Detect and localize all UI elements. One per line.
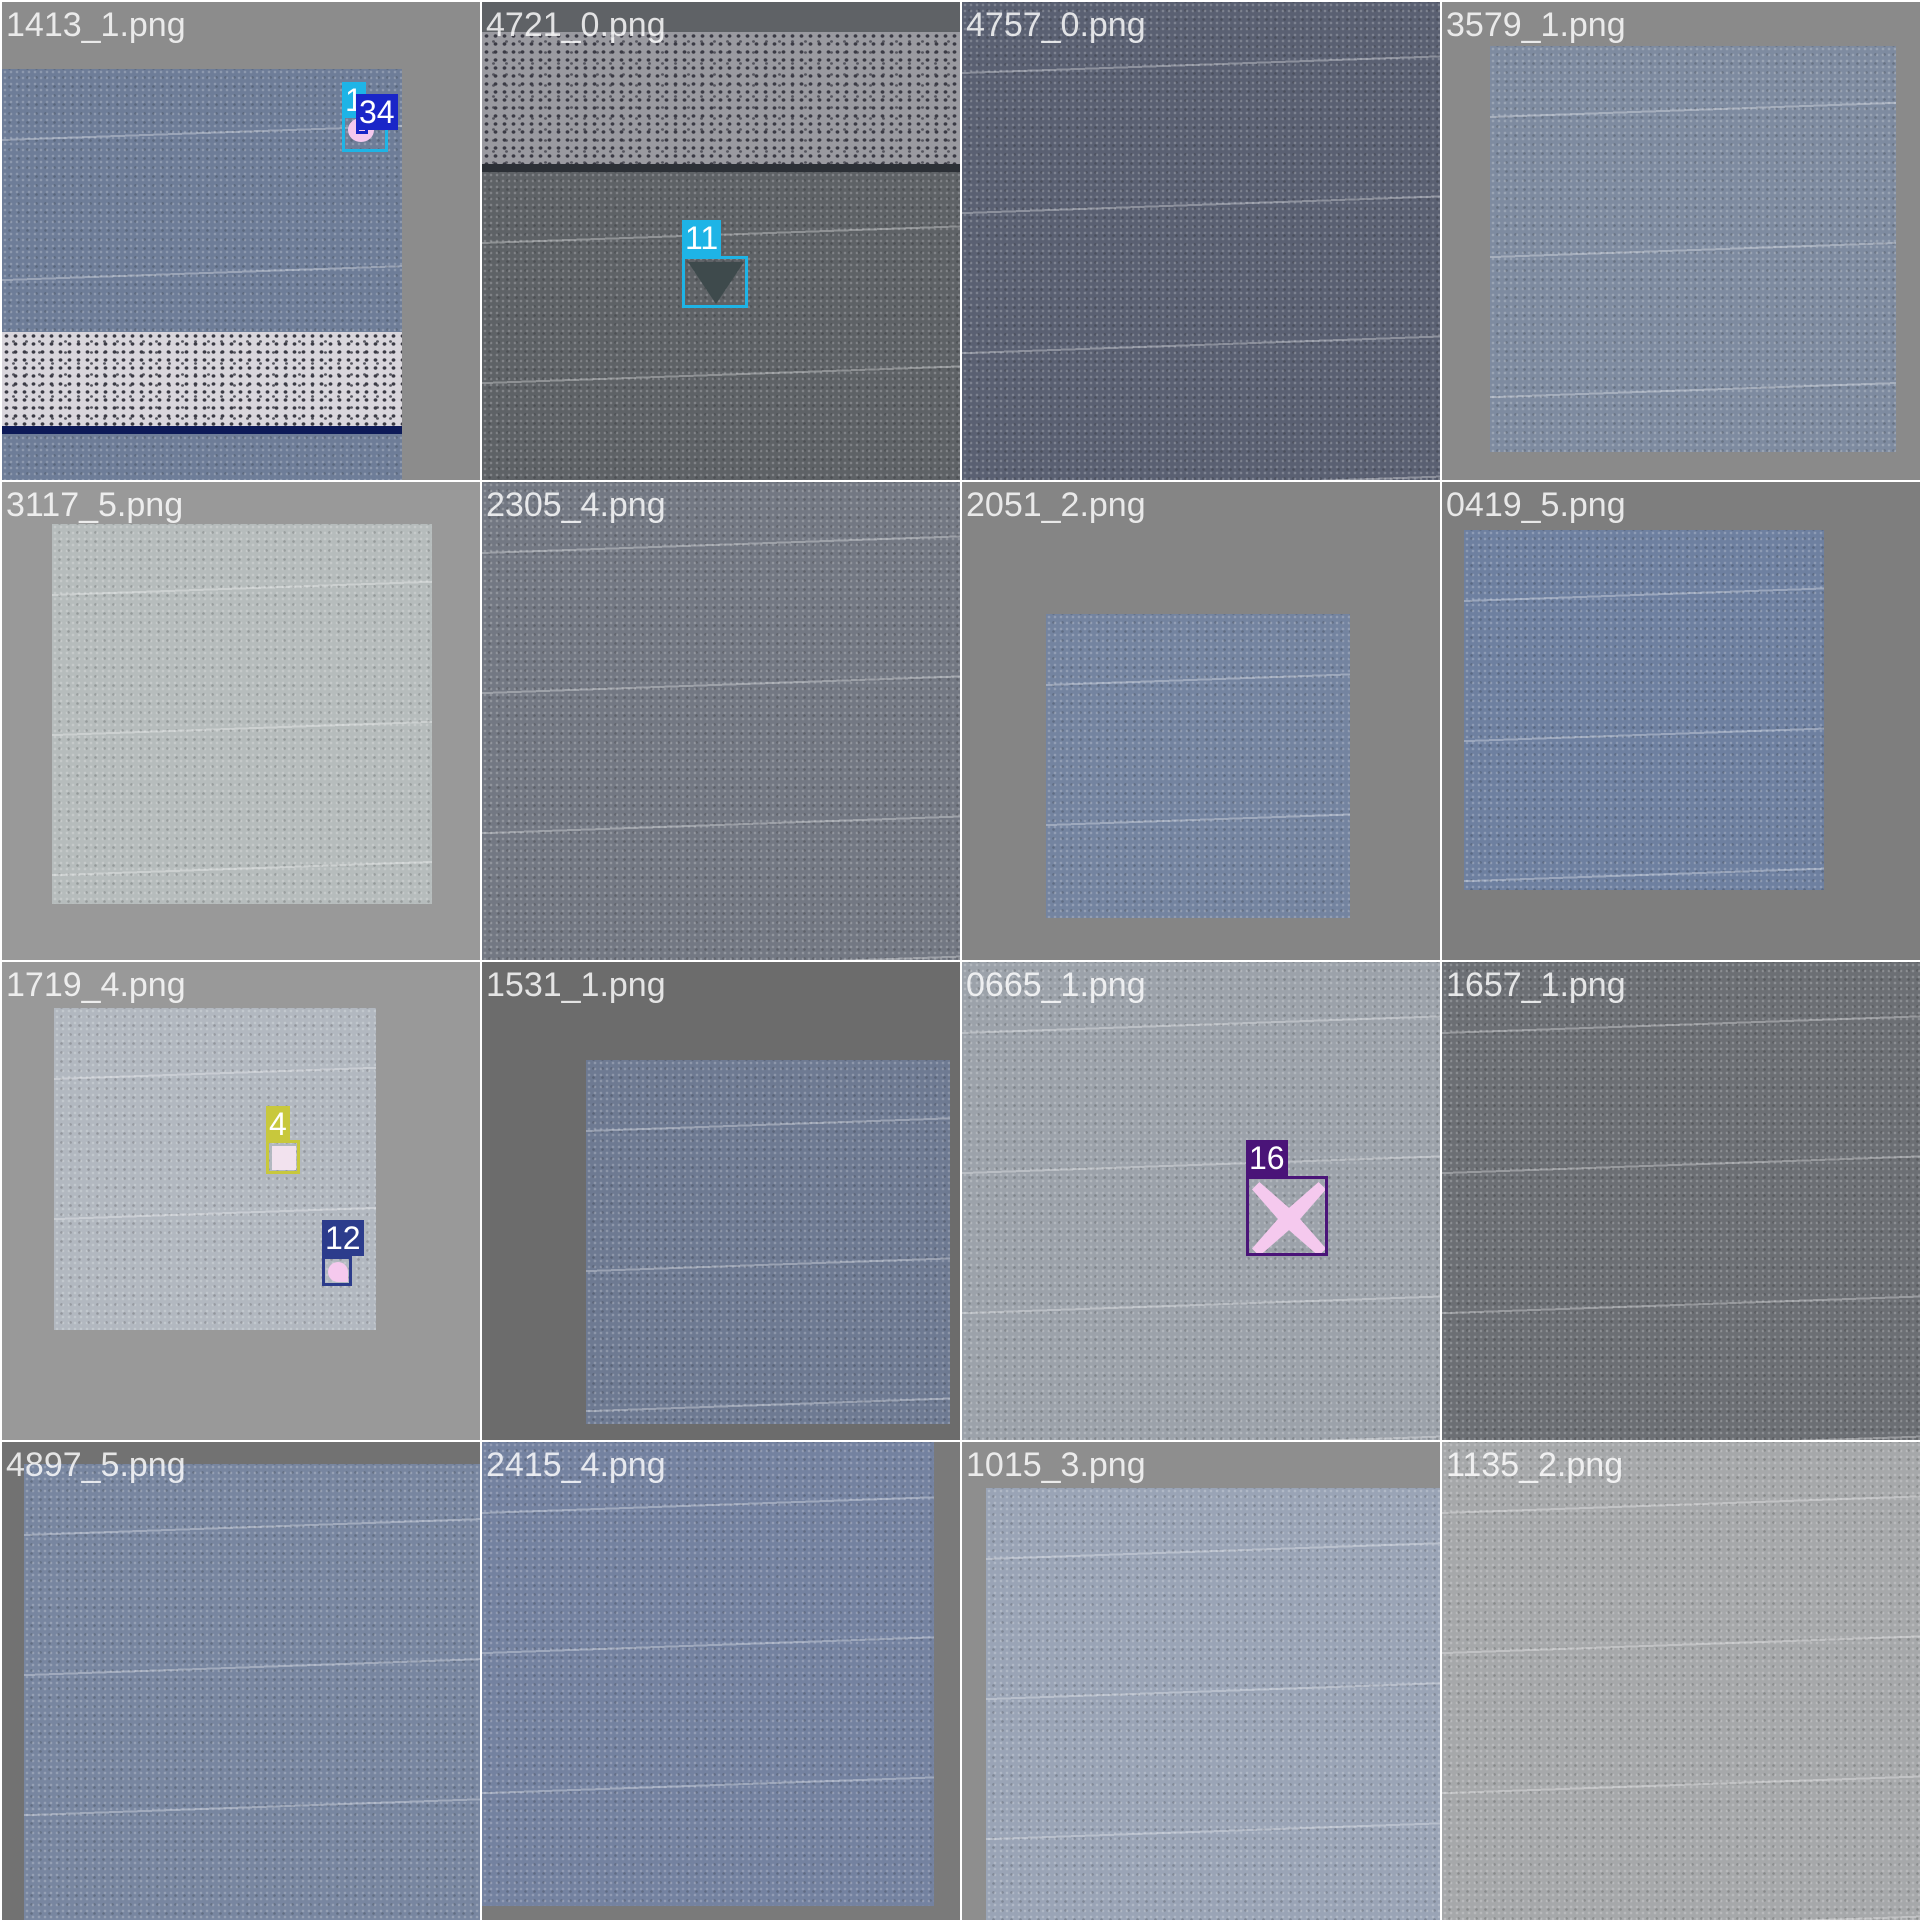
detection-label-12: 12 — [322, 1220, 364, 1256]
tile-photo — [962, 962, 1440, 1440]
tile-filename: 1719_4.png — [6, 966, 186, 1004]
tile-filename: 1531_1.png — [486, 966, 666, 1004]
marking-stripe — [2, 332, 402, 426]
tile-1531-1: 1531_1.png — [482, 962, 960, 1440]
tile-2415-4: 2415_4.png — [482, 1442, 960, 1920]
defect-mark — [272, 1146, 296, 1170]
tile-2051-2: 2051_2.png — [962, 482, 1440, 960]
tile-filename: 4897_5.png — [6, 1446, 186, 1484]
tile-1657-1: 1657_1.png — [1442, 962, 1920, 1440]
tile-filename: 2051_2.png — [966, 486, 1146, 524]
tile-filename: 4721_0.png — [486, 6, 666, 44]
tile-photo — [1442, 1442, 1920, 1920]
tile-filename: 3579_1.png — [1446, 6, 1626, 44]
tile-filename: 3117_5.png — [6, 486, 184, 524]
tile-1015-3: 1015_3.png — [962, 1442, 1440, 1920]
tile-3117-5: 3117_5.png — [2, 482, 480, 960]
tile-photo — [482, 172, 960, 480]
defect-mark — [328, 1262, 348, 1282]
tile-filename: 2415_4.png — [486, 1446, 666, 1484]
tile-filename: 1657_1.png — [1446, 966, 1626, 1004]
tile-photo — [482, 1442, 934, 1906]
tile-filename: 4757_0.png — [966, 6, 1146, 44]
detection-label-4: 4 — [266, 1106, 290, 1142]
tile-photo — [962, 2, 1440, 480]
detection-box-16 — [1246, 1176, 1328, 1256]
detection-box-4 — [266, 1140, 300, 1174]
tile-1413-1: 1 34 1413_1.png — [2, 2, 480, 480]
tile-filename: 1015_3.png — [966, 1446, 1146, 1484]
tile-2305-4: 2305_4.png — [482, 482, 960, 960]
detection-label-11: 11 — [682, 220, 722, 256]
tile-photo — [52, 524, 432, 904]
tile-photo — [1046, 614, 1350, 918]
tile-photo — [1442, 962, 1920, 1440]
tile-photo — [24, 1464, 480, 1920]
tile-4757-0: 4757_0.png — [962, 2, 1440, 480]
tile-filename: 1413_1.png — [6, 6, 186, 44]
tile-photo — [482, 482, 960, 960]
detection-box-12 — [322, 1256, 352, 1286]
tile-photo — [586, 1060, 950, 1424]
tile-1135-2: 1135_2.png — [1442, 1442, 1920, 1920]
tile-filename: 1135_2.png — [1446, 1446, 1624, 1484]
tile-4897-5: 4897_5.png — [2, 1442, 480, 1920]
detection-box-11 — [682, 256, 748, 308]
tile-filename: 0419_5.png — [1446, 486, 1626, 524]
tile-1719-4: 4 12 1719_4.png — [2, 962, 480, 1440]
tile-photo — [1490, 46, 1896, 452]
detection-label-16: 16 — [1246, 1140, 1288, 1176]
tile-filename: 0665_1.png — [966, 966, 1146, 1004]
marking-stripe — [482, 32, 960, 164]
detection-label-34: 34 — [356, 94, 398, 130]
tile-4721-0: 11 4721_0.png — [482, 2, 960, 480]
marking-stripe-edge — [2, 426, 402, 434]
tile-photo — [54, 1008, 376, 1330]
tile-photo — [2, 69, 402, 480]
tile-photo — [986, 1488, 1440, 1920]
tile-filename: 2305_4.png — [486, 486, 666, 524]
tile-0419-5: 0419_5.png — [1442, 482, 1920, 960]
marking-stripe-edge — [482, 164, 960, 172]
tile-photo — [1464, 530, 1824, 890]
tile-0665-1: 16 0665_1.png — [962, 962, 1440, 1440]
tile-3579-1: 3579_1.png — [1442, 2, 1920, 480]
